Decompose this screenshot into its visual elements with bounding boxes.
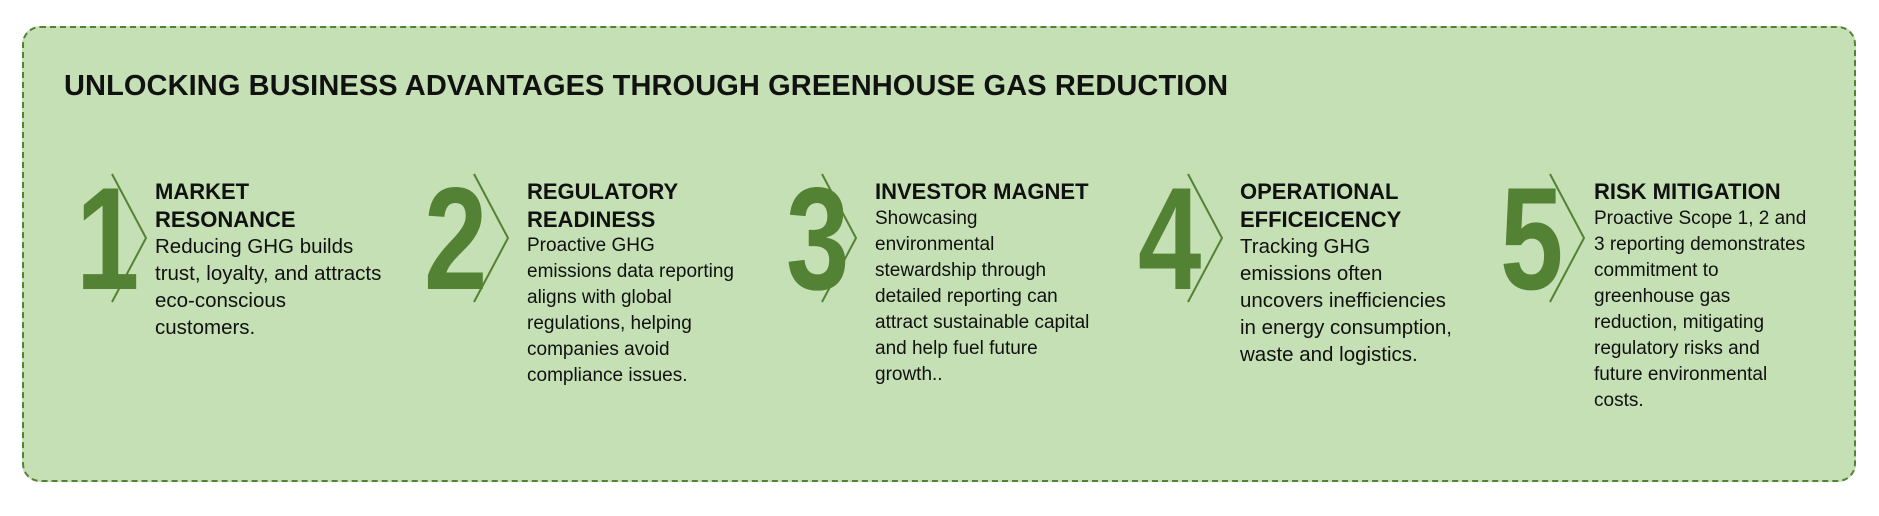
- item-description: Proactive Scope 1, 2 and 3 reporting dem…: [1594, 207, 1807, 411]
- item-description: Showcasing environmental stewardship thr…: [875, 207, 1090, 385]
- item-heading: RISK MITIGATION: [1594, 179, 1781, 204]
- infographic-panel: [22, 26, 1856, 482]
- chevron-icon: [821, 173, 858, 303]
- chevron-icon: [1187, 173, 1224, 303]
- number-badge-1: 1: [76, 166, 148, 312]
- item-description: Tracking GHG emissions often uncovers in…: [1240, 235, 1452, 366]
- item-heading: REGULATORY READINESS: [527, 179, 678, 232]
- item-description: Proactive GHG emissions data reporting a…: [527, 235, 734, 386]
- item-heading: MARKET RESONANCE: [155, 179, 296, 232]
- item-description: Reducing GHG builds trust, loyalty, and …: [155, 235, 382, 339]
- number-badge-2: 2: [424, 166, 510, 312]
- number-badge-4: 4: [1138, 166, 1224, 312]
- item-heading: INVESTOR MAGNET: [875, 179, 1089, 204]
- chevron-icon: [111, 173, 148, 303]
- chevron-icon: [1549, 173, 1586, 303]
- number-badge-3: 3: [786, 166, 858, 312]
- chevron-icon: [473, 173, 510, 303]
- page-title: UNLOCKING BUSINESS ADVANTAGES THROUGH GR…: [64, 70, 1229, 102]
- number-badge-5: 5: [1500, 166, 1586, 312]
- item-heading: OPERATIONAL EFFICEICENCY: [1240, 179, 1402, 232]
